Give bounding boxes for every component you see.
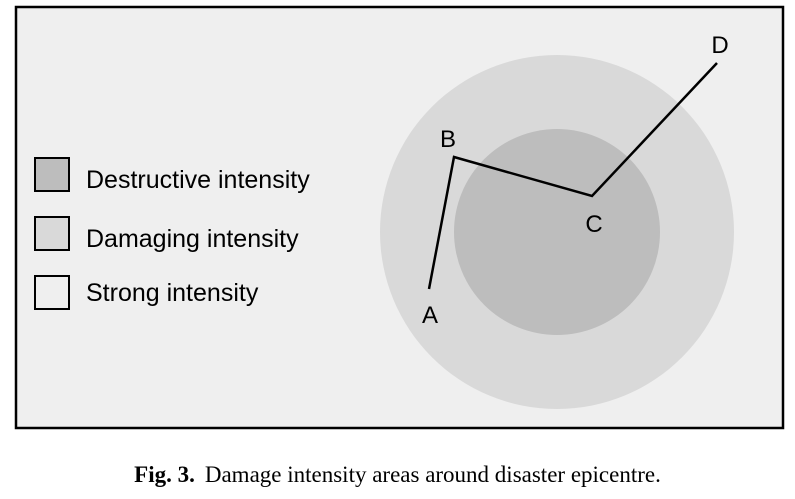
legend: Destructive intensity Damaging intensity… (34, 157, 310, 310)
legend-label-strong: Strong intensity (86, 279, 259, 307)
legend-swatch-destructive (34, 157, 70, 192)
legend-item-strong: Strong intensity (34, 275, 259, 310)
legend-swatch-damaging (34, 216, 70, 251)
legend-item-destructive: Destructive intensity (34, 157, 310, 194)
damage-intensity-diagram: A B C D Destructive intensity Damaging i… (14, 5, 785, 430)
legend-label-destructive: Destructive intensity (86, 166, 310, 194)
legend-swatch-strong (34, 275, 70, 310)
legend-label-damaging: Damaging intensity (86, 225, 299, 253)
route-line (427, 62, 718, 290)
figure-caption: Fig. 3. Damage intensity areas around dis… (0, 462, 795, 488)
point-label-a: A (422, 302, 438, 329)
point-label-d: D (711, 32, 728, 59)
figure-caption-text: Damage intensity areas around disaster e… (204, 462, 661, 487)
figure-caption-label: Fig. 3. (134, 462, 195, 487)
legend-item-damaging: Damaging intensity (34, 216, 299, 253)
point-label-b: B (440, 126, 456, 153)
destructive-intensity-zone (454, 129, 660, 335)
point-label-c: C (585, 211, 602, 238)
